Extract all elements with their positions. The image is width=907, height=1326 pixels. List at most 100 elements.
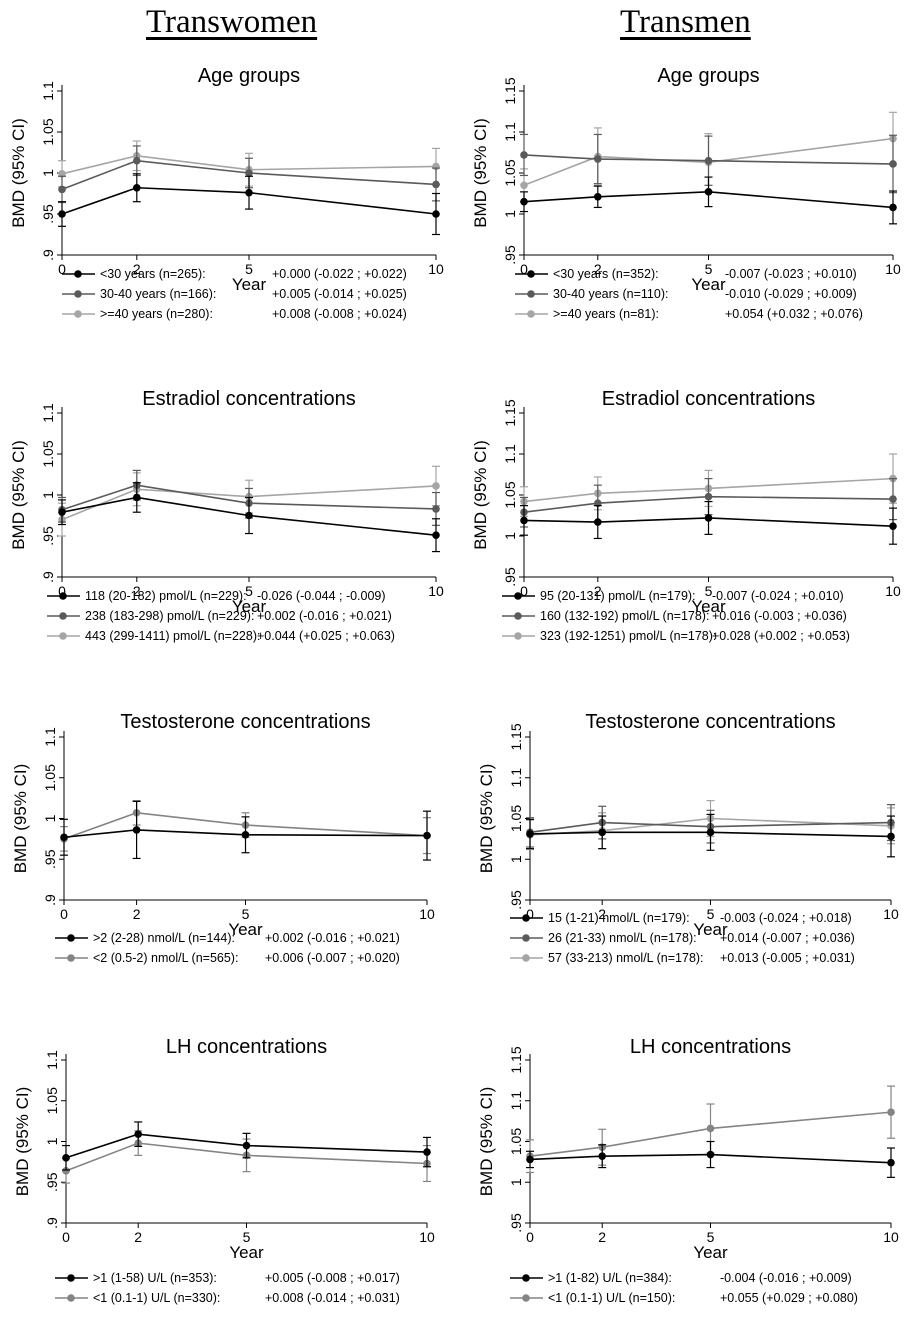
legend-stats: +0.002 (-0.016 ; +0.021) (257, 609, 392, 623)
y-tick-label: 1.1 (502, 122, 518, 142)
data-point (520, 197, 528, 206)
legend-stats: +0.028 (+0.002 ; +0.053) (712, 629, 850, 643)
series-line (61, 496, 437, 536)
series-line (529, 821, 892, 834)
legend-stats: -0.004 (-0.016 ; +0.009) (720, 1271, 852, 1285)
legend-marker (527, 310, 535, 318)
y-tick-label: 1.05 (508, 1128, 524, 1155)
legend-stats: +0.013 (-0.005 ; +0.031) (720, 951, 855, 965)
series-line (523, 477, 894, 503)
data-point (887, 1108, 895, 1116)
x-tick-label: 10 (428, 583, 444, 599)
x-axis-label: Year (693, 1243, 728, 1262)
series (58, 482, 440, 553)
series-line (65, 1142, 428, 1172)
x-tick-label: 0 (58, 583, 66, 599)
y-tick-label: .9 (42, 894, 58, 906)
x-tick-label: 5 (245, 261, 253, 277)
x-tick-label: 10 (428, 261, 444, 277)
legend-stats: +0.044 (+0.025 ; +0.063) (257, 629, 395, 643)
series (526, 813, 895, 858)
legend-label: 26 (21-33) nmol/L (n=178): (548, 931, 697, 945)
data-point (704, 156, 713, 165)
y-tick-label: .95 (42, 849, 58, 869)
y-axis-label: BMD (95% CI) (471, 440, 490, 550)
legend-marker (59, 592, 67, 600)
x-tick-label: 2 (598, 906, 606, 922)
y-tick-label: 1 (44, 1137, 60, 1145)
legend-stats: -0.026 (-0.044 ; -0.009) (257, 589, 386, 603)
y-tick-label: .95 (40, 204, 56, 224)
data-point (432, 482, 440, 490)
legend-stats: +0.054 (+0.032 ; +0.076) (725, 307, 863, 321)
data-point (245, 188, 253, 197)
series-line (63, 811, 428, 840)
x-tick-label: 2 (598, 1229, 606, 1245)
y-tick-label: .95 (502, 245, 518, 265)
legend-label: >=40 years (n=81): (553, 307, 659, 321)
legend-marker (514, 592, 522, 600)
x-tick-label: 5 (242, 906, 250, 922)
data-point (889, 495, 897, 503)
y-tick-label: 1.15 (508, 723, 524, 750)
data-point (526, 1155, 534, 1164)
data-point (432, 180, 440, 189)
series (58, 173, 440, 236)
legend-label: 30-40 years (n=166): (100, 287, 216, 301)
series (520, 133, 897, 194)
x-axis-label: Year (229, 1243, 264, 1262)
legend-stats: -0.003 (-0.024 ; +0.018) (720, 911, 852, 925)
data-point (706, 1124, 715, 1133)
y-tick-label: 1 (502, 532, 518, 540)
legend-marker (527, 270, 535, 278)
data-point (889, 522, 897, 530)
series-line (529, 831, 892, 838)
x-tick-label: 10 (885, 583, 901, 599)
data-point (242, 1141, 251, 1150)
legend-stats: +0.006 (-0.007 ; +0.020) (265, 951, 400, 965)
legend-label: >1 (1-82) U/L (n=384): (548, 1271, 672, 1285)
legend-label: 323 (192-1251) pmol/L (n=178): (540, 629, 716, 643)
series-line (61, 154, 437, 175)
data-point (598, 828, 606, 837)
legend: <30 years (n=265): +0.000 (-0.022 ; +0.02… (62, 267, 407, 321)
y-tick-label: 1.05 (40, 440, 56, 467)
legend-marker (67, 1294, 75, 1302)
legend-stats: +0.002 (-0.016 ; +0.021) (265, 931, 400, 945)
data-point (133, 183, 141, 192)
y-tick-label: 1 (502, 210, 518, 218)
y-tick-label: 1.15 (502, 77, 518, 104)
y-tick-label: .95 (508, 890, 524, 910)
y-tick-label: .9 (40, 249, 56, 261)
legend-label: 443 (299-1411) pmol/L (n=228): (85, 629, 260, 643)
x-tick-label: 0 (60, 906, 68, 922)
x-tick-label: 2 (133, 261, 141, 277)
legend-stats: +0.014 (-0.007 ; +0.036) (720, 931, 855, 945)
y-axis-label: BMD (95% CI) (9, 118, 28, 228)
legend-marker (522, 1294, 530, 1302)
data-point (132, 826, 141, 834)
y-tick-label: 1.1 (42, 727, 58, 747)
legend-label: <2 (0.5-2) nmol/L (n=565): (93, 951, 238, 965)
data-point (133, 156, 141, 165)
legend-stats: -0.007 (-0.024 ; +0.010) (712, 589, 844, 603)
legend-marker (59, 612, 67, 620)
series-line (529, 1111, 892, 1157)
legend-label: 160 (132-192) pmol/L (n=178): (540, 609, 709, 623)
data-point (60, 833, 68, 842)
legend-marker (522, 914, 530, 922)
x-tick-label: 0 (62, 1229, 70, 1245)
chart-panel: LH concentrations .9 .95 1 1.05 1.1 BMD (95% C… (13, 1036, 435, 1305)
y-tick-label: 1.15 (502, 399, 518, 426)
y-tick-label: 1.1 (44, 1050, 60, 1070)
data-point (245, 169, 253, 177)
y-axis-label: BMD (95% CI) (477, 1087, 496, 1197)
chart-panel: Testosterone concentrations .95 1 1.05 1.1 1.… (477, 711, 899, 965)
legend: <30 years (n=352): -0.007 (-0.023 ; +0.01… (515, 267, 863, 321)
y-tick-label: 1.1 (40, 81, 56, 101)
y-tick-label: .95 (502, 567, 518, 587)
legend-stats: +0.008 (-0.008 ; +0.024) (272, 307, 407, 321)
legend-stats: +0.005 (-0.014 ; +0.025) (272, 287, 407, 301)
data-point (134, 1130, 142, 1138)
legend: >1 (1-82) U/L (n=384): -0.004 (-0.016 ; +… (510, 1271, 858, 1305)
